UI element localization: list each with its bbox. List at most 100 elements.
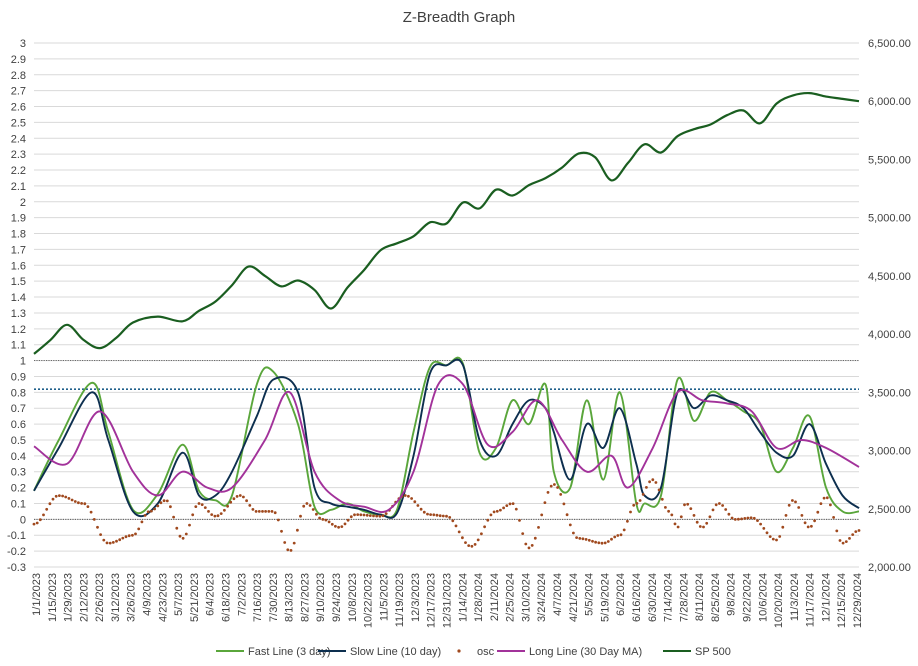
osc-point — [353, 513, 356, 517]
osc-point — [632, 503, 636, 507]
y2-tick-label: 2,000.00 — [868, 562, 911, 574]
x-tick-label: 5/19/2024 — [599, 573, 611, 622]
osc-point — [673, 522, 677, 526]
osc-point — [775, 538, 778, 542]
osc-point — [340, 525, 344, 528]
osc-point — [825, 496, 829, 500]
osc-point — [743, 517, 747, 520]
osc-point — [438, 514, 442, 518]
osc-point — [822, 496, 826, 500]
y-axis-left: -0.3 -0.2 -0.1 0 0.1 0.2 0.3 0.4 0.5 0.6 0.7 0.8 0.9… — [7, 38, 26, 574]
x-tick-label: 9/22/2024 — [741, 573, 753, 622]
osc-point — [606, 540, 610, 543]
osc-point — [600, 541, 604, 545]
osc-point — [302, 504, 306, 508]
x-tick-label: 5/21/2023 — [189, 573, 201, 622]
osc-point — [48, 502, 52, 506]
x-tick-label: 9/24/2023 — [331, 573, 343, 622]
osc-point — [705, 521, 709, 525]
osc-point — [156, 504, 160, 508]
y2-tick-label: 4,000.00 — [868, 329, 911, 341]
osc-point — [280, 529, 283, 533]
osc-point — [73, 500, 77, 503]
x-tick-label: 3/10/2024 — [520, 573, 532, 622]
osc-point — [581, 537, 585, 541]
osc-point — [752, 516, 756, 520]
legend-label: SP 500 — [695, 646, 731, 658]
osc-point — [679, 515, 683, 519]
x-tick-label: 7/2/2023 — [236, 573, 248, 616]
osc-point — [613, 535, 617, 539]
y2-tick-label: 5,500.00 — [868, 154, 911, 166]
x-tick-label: 2/12/2023 — [78, 573, 90, 622]
osc-point — [730, 516, 734, 520]
osc-point — [286, 548, 290, 552]
osc-point — [124, 535, 128, 539]
osc-point — [254, 510, 258, 513]
series-long-line-30-day-ma — [33, 374, 860, 513]
x-tick-label: 10/8/2023 — [347, 573, 359, 622]
osc-point — [657, 488, 661, 492]
osc-point — [407, 494, 410, 498]
x-tick-label: 8/27/2023 — [299, 573, 311, 622]
legend: Fast Line (3 day) Slow Line (10 day) osc Lo… — [216, 646, 731, 658]
osc-point — [829, 503, 832, 507]
osc-point — [137, 527, 141, 531]
y-tick-label: 1.4 — [11, 292, 26, 304]
osc-point — [470, 544, 474, 548]
osc-point — [467, 544, 471, 547]
x-tick-label: 4/21/2024 — [568, 573, 580, 622]
x-tick-label: 9/8/2024 — [726, 573, 738, 616]
osc-point — [251, 508, 255, 511]
osc-point — [207, 510, 210, 513]
osc-point — [356, 513, 360, 516]
osc-point — [245, 499, 249, 503]
osc-point — [711, 508, 715, 512]
y-tick-label: 0.6 — [11, 419, 26, 431]
x-tick-label: 4/7/2024 — [552, 573, 564, 616]
y-tick-label: -0.3 — [7, 562, 26, 574]
osc-point — [365, 513, 369, 517]
y-tick-label: 2.5 — [11, 117, 26, 129]
x-tick-label: 4/9/2023 — [142, 573, 154, 616]
x-tick-label: 5/5/2024 — [584, 573, 596, 616]
osc-point — [660, 497, 664, 501]
osc-point — [524, 542, 528, 546]
osc-point — [270, 510, 274, 513]
osc-point — [261, 510, 264, 513]
osc-point — [683, 503, 686, 507]
x-tick-label: 8/11/2024 — [694, 573, 706, 621]
osc-point — [508, 502, 512, 506]
osc-point — [762, 527, 766, 530]
osc-point — [511, 502, 515, 505]
osc-point — [664, 506, 667, 509]
y2-tick-label: 6,000.00 — [868, 96, 911, 108]
osc-point — [549, 484, 553, 488]
osc-point — [197, 502, 201, 505]
y-tick-label: 1.8 — [11, 229, 26, 241]
series-fast-line-3-day — [33, 356, 860, 519]
osc-point — [854, 530, 858, 533]
osc-point — [413, 500, 417, 504]
osc-point — [80, 502, 83, 505]
osc-point — [257, 510, 261, 513]
osc-point — [676, 525, 680, 529]
osc-point — [299, 514, 302, 518]
osc-point — [305, 502, 309, 505]
osc-point — [562, 502, 566, 506]
y-tick-label: 1.5 — [11, 276, 26, 288]
y-tick-label: 3 — [20, 38, 26, 50]
osc-point — [194, 505, 198, 508]
osc-point — [514, 507, 518, 511]
osc-point — [461, 536, 464, 540]
osc-point — [229, 500, 233, 504]
osc-point — [276, 518, 280, 522]
x-tick-label: 10/22/2023 — [363, 573, 375, 628]
osc-point — [578, 537, 582, 540]
x-tick-label: 7/14/2024 — [663, 573, 675, 622]
osc-point — [537, 526, 540, 529]
osc-point — [127, 534, 131, 538]
osc-point — [232, 497, 236, 501]
x-tick-label: 2/11/2024 — [489, 573, 501, 621]
y-tick-label: 1.6 — [11, 260, 26, 272]
